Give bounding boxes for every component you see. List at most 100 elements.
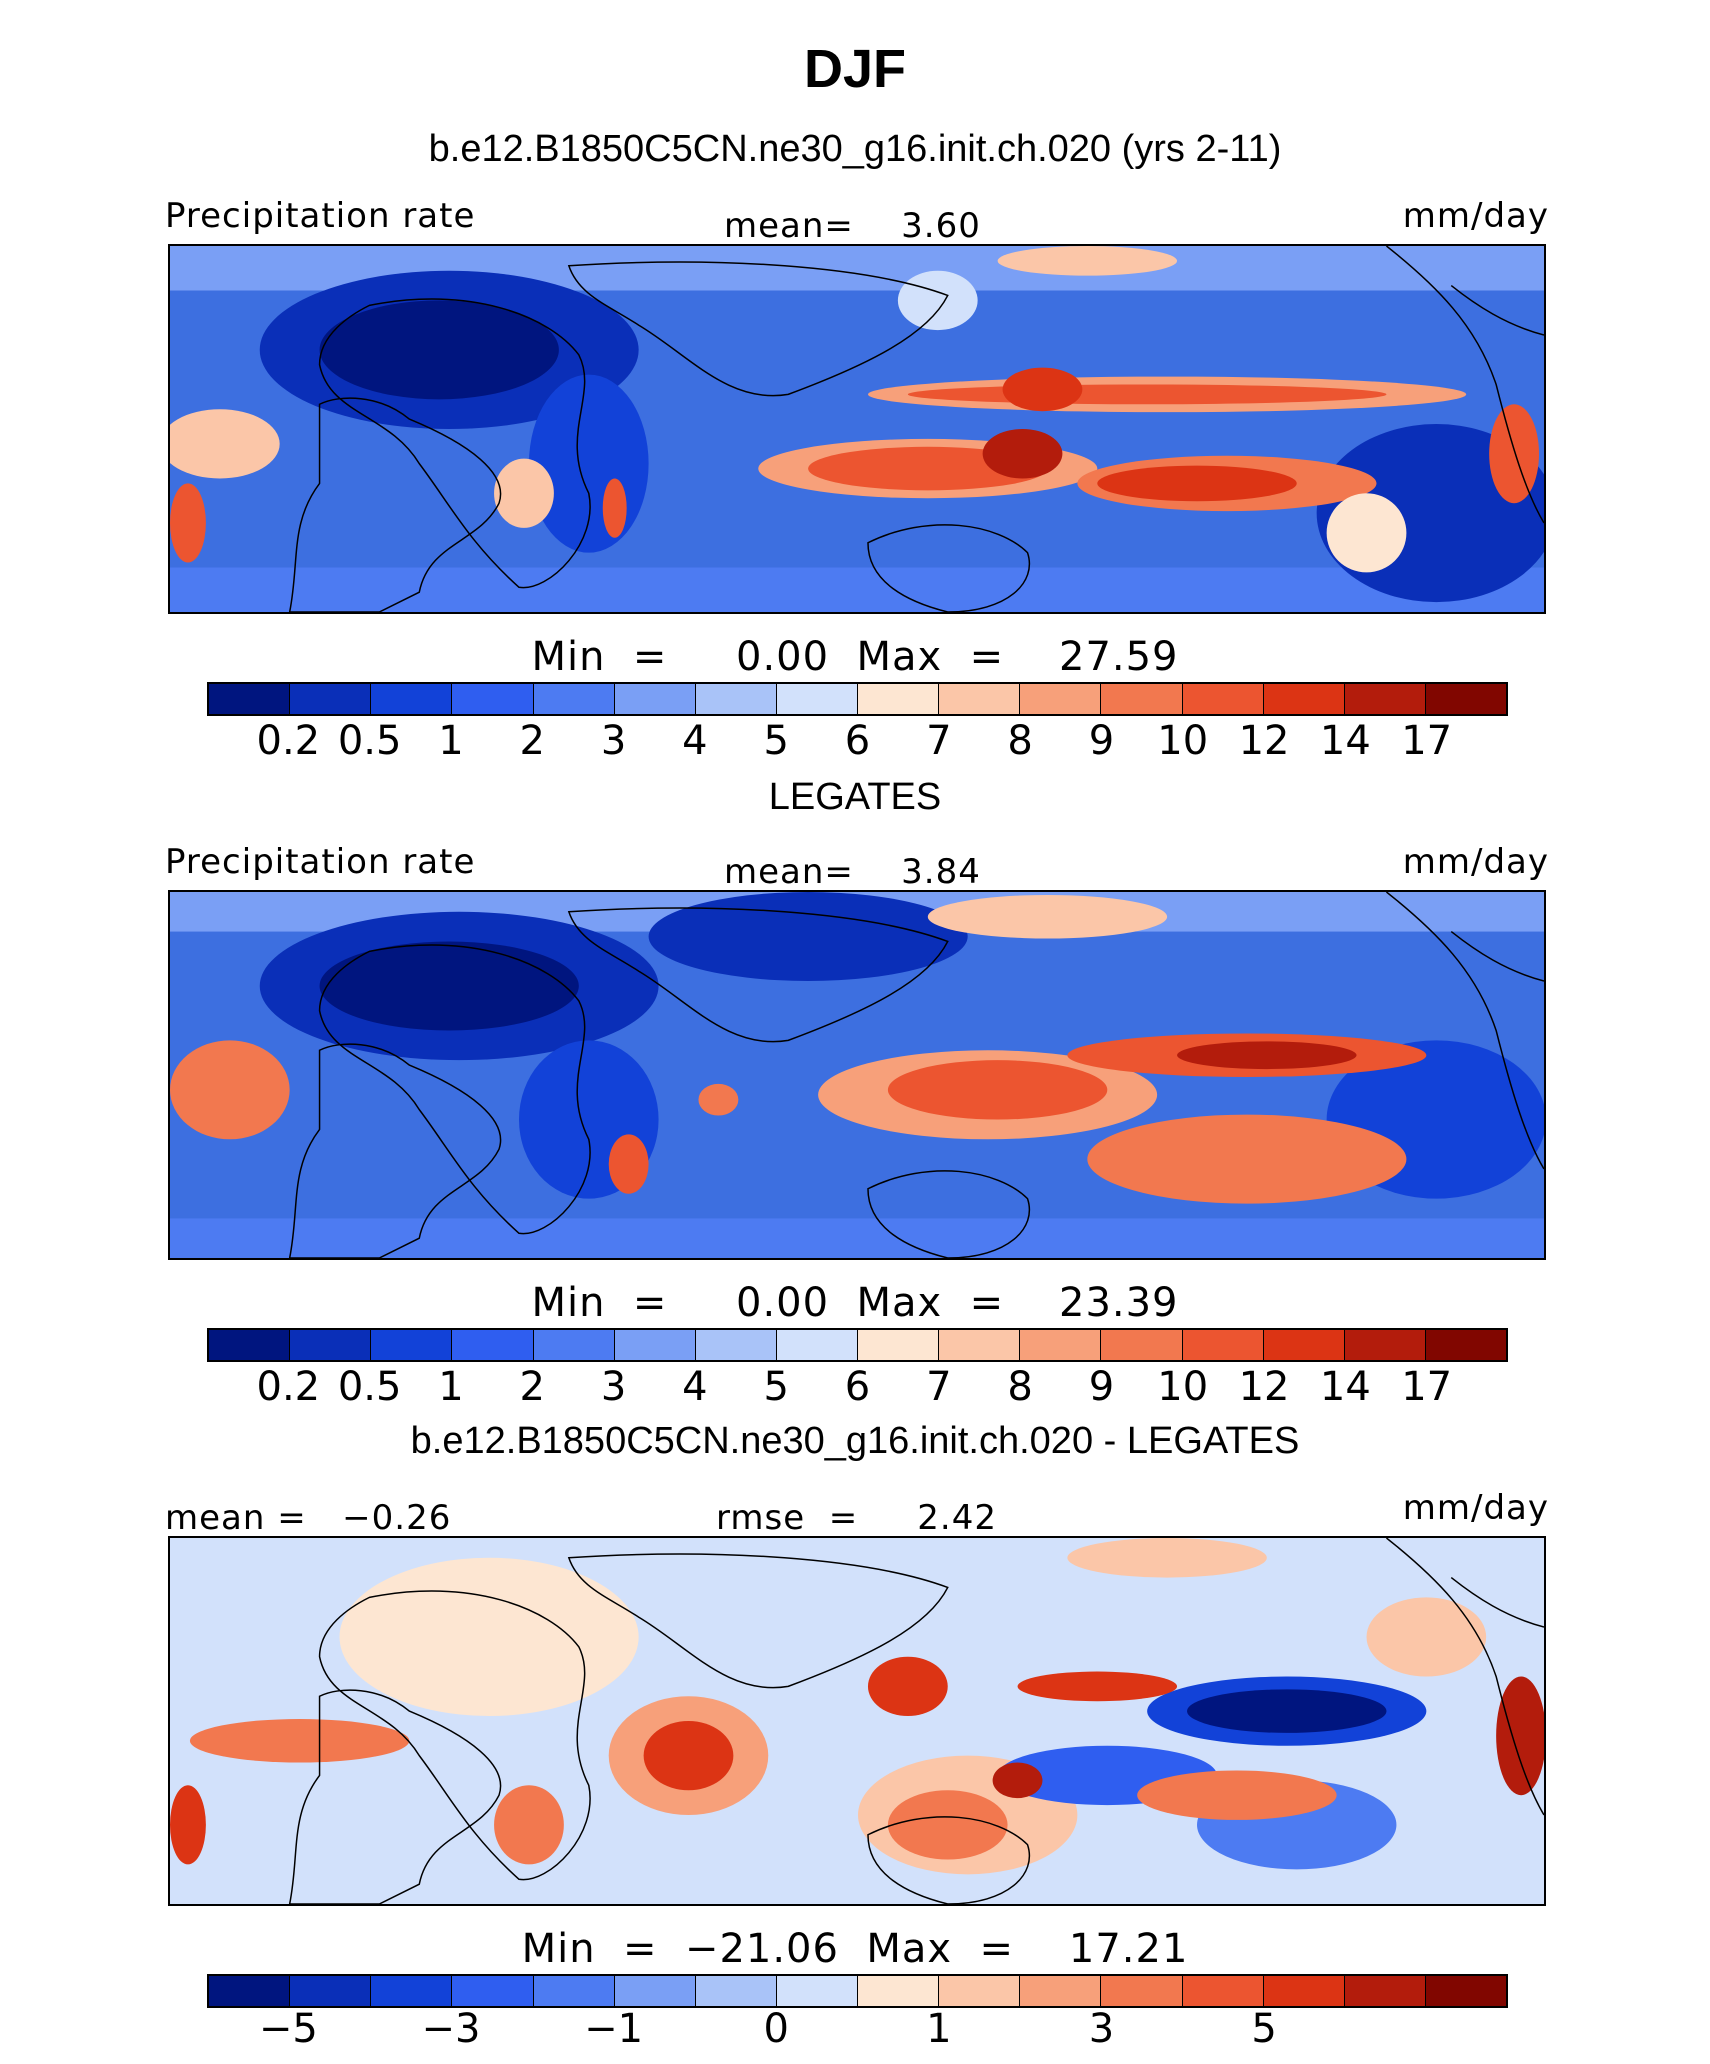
colorbar-swatch [614,1976,696,2006]
colorbar-tick-label: 9 [1088,1364,1115,1410]
panel-3-mean-label: mean = −0.26 [165,1498,452,1538]
colorbar-swatch [1425,1330,1506,1360]
colorbar-swatch [533,1330,615,1360]
colorbar-swatch [1182,684,1264,714]
colorbar-swatch [1182,1976,1264,2006]
colorbar-tick-label: 0.2 [256,1364,321,1410]
colorbar-tick-label: 17 [1401,718,1453,764]
colorbar-swatch [1020,1976,1102,2006]
colorbar-tick-label: 4 [682,718,708,764]
colorbar-tick-label: −1 [584,2006,644,2052]
colorbar-swatch [1263,1330,1345,1360]
panel-2-colorbar-ticks: 0.2 0.5 1 2 3 4 5 6 7 8 9 10 12 14 17 [207,1364,1508,1414]
colorbar-tick-label: 6 [844,1364,871,1410]
colorbar-swatch [939,1330,1021,1360]
colorbar-swatch [452,1330,534,1360]
colorbar-swatch [1020,684,1102,714]
colorbar-tick-label: 3 [600,718,627,764]
colorbar-swatch [1263,684,1345,714]
colorbar-swatch [939,1976,1021,2006]
panel-1-colorbar-ticks: 0.2 0.5 1 2 3 4 5 6 7 8 9 10 12 14 17 [207,718,1508,768]
colorbar-tick-label: 1 [438,718,464,764]
colorbar-tick-label: 3 [1088,2006,1115,2052]
colorbar-swatch [290,1330,372,1360]
colorbar-tick-label: 12 [1238,718,1290,764]
colorbar-swatch [533,1976,615,2006]
colorbar-swatch [209,684,291,714]
colorbar-tick-label: 6 [844,718,871,764]
colorbar-tick-label: 14 [1319,1364,1371,1410]
panel-2-colorbar [207,1328,1508,1362]
colorbar-swatch [1425,1976,1506,2006]
colorbar-tick-label: 7 [926,1364,952,1410]
figure-title: DJF [803,39,906,99]
colorbar-swatch [290,1976,372,2006]
colorbar-tick-label: 0.5 [337,718,402,764]
colorbar-swatch [776,1330,858,1360]
panel-1-units-label: mm/day [1402,196,1549,236]
colorbar-swatch [858,684,940,714]
colorbar-swatch [939,684,1021,714]
colorbar-tick-label: 5 [763,1364,789,1410]
colorbar-swatch [371,1330,453,1360]
panel-3-title: b.e12.B1850C5CN.ne30_g16.init.ch.020 - L… [410,1420,1300,1462]
panel-3-rmse-label: rmse = 2.42 [716,1498,997,1538]
colorbar-tick-label: 14 [1319,718,1371,764]
panel-3-units-label: mm/day [1402,1488,1549,1528]
panel-1-variable-label: Precipitation rate [165,196,476,236]
panel-3-map [168,1536,1546,1906]
colorbar-tick-label: 0 [763,2006,789,2052]
colorbar-swatch [614,1330,696,1360]
panel-2-variable-label: Precipitation rate [165,842,476,882]
colorbar-tick-label: 2 [519,1364,545,1410]
colorbar-swatch [290,684,372,714]
colorbar-tick-label: 1 [926,2006,952,2052]
colorbar-swatch [1101,1976,1183,2006]
colorbar-tick-label: 12 [1238,1364,1290,1410]
colorbar-tick-label: 0.2 [256,718,321,764]
panel-2-mean-label: mean= 3.84 [724,852,981,892]
colorbar-swatch [776,684,858,714]
colorbar-swatch [1182,1330,1264,1360]
colorbar-tick-label: 2 [519,718,545,764]
colorbar-swatch [1344,684,1426,714]
colorbar-swatch [858,1330,940,1360]
colorbar-swatch [1020,1330,1102,1360]
colorbar-swatch [858,1976,940,2006]
colorbar-swatch [1101,1330,1183,1360]
panel-3-colorbar-ticks: −5 −3 −1 0 1 3 5 [207,2006,1508,2056]
panel-1-min-max: Min = 0.00 Max = 27.59 [531,634,1179,680]
colorbar-swatch [1344,1330,1426,1360]
colorbar-tick-label: 8 [1007,1364,1033,1410]
colorbar-swatch [776,1976,858,2006]
colorbar-tick-label: 0.5 [337,1364,402,1410]
panel-3-colorbar [207,1974,1508,2008]
panel-2-units-label: mm/day [1402,842,1549,882]
colorbar-tick-label: 10 [1157,718,1209,764]
colorbar-tick-label: 9 [1088,718,1115,764]
colorbar-tick-label: −3 [421,2006,481,2052]
colorbar-tick-label: 4 [682,1364,708,1410]
colorbar-swatch [1425,684,1506,714]
colorbar-swatch [371,684,453,714]
colorbar-swatch [452,684,534,714]
panel-2-min-max: Min = 0.00 Max = 23.39 [531,1280,1179,1326]
colorbar-tick-label: 17 [1401,1364,1453,1410]
colorbar-swatch [695,684,777,714]
panel-1-map [168,244,1546,614]
colorbar-tick-label: 1 [438,1364,464,1410]
colorbar-swatch [1263,1976,1345,2006]
colorbar-tick-label: 10 [1157,1364,1209,1410]
colorbar-swatch [1101,684,1183,714]
colorbar-tick-label: 5 [1251,2006,1277,2052]
colorbar-tick-label: 8 [1007,718,1033,764]
colorbar-swatch [695,1976,777,2006]
colorbar-swatch [614,684,696,714]
panel-2-title: LEGATES [768,776,942,818]
colorbar-tick-label: 5 [763,718,789,764]
colorbar-swatch [452,1976,534,2006]
colorbar-swatch [695,1330,777,1360]
colorbar-swatch [533,684,615,714]
colorbar-swatch [209,1330,291,1360]
panel-2-map [168,890,1546,1260]
